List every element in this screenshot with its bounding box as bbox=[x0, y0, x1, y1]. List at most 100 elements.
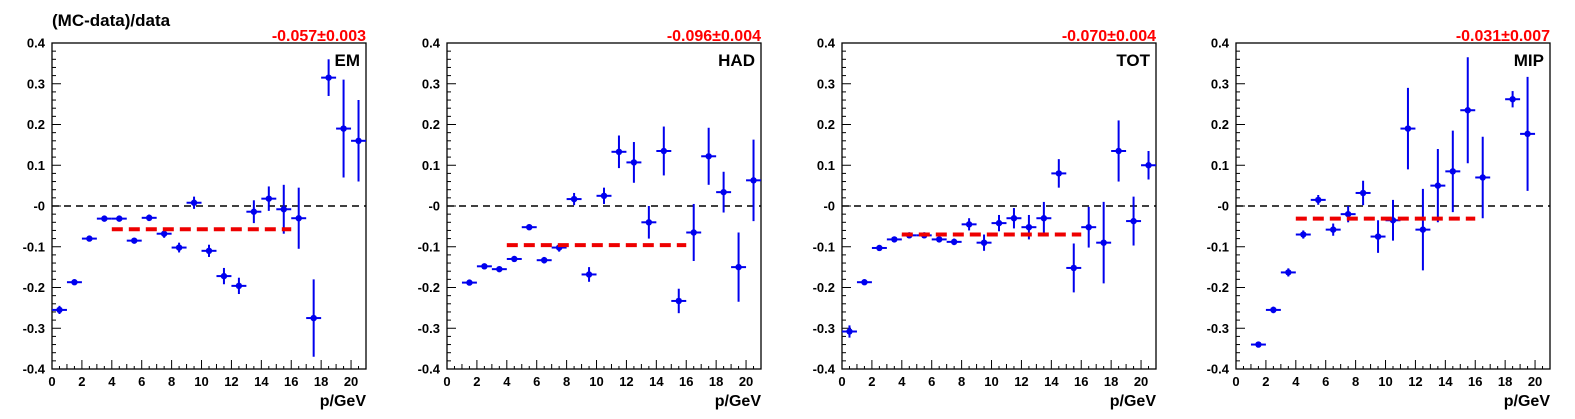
fit-result: -0.070±0.004 bbox=[1062, 28, 1156, 45]
data-point bbox=[976, 234, 992, 251]
data-point bbox=[671, 288, 687, 314]
marker bbox=[295, 215, 302, 222]
marker bbox=[630, 159, 638, 166]
x-tick-label: 12 bbox=[1014, 374, 1028, 389]
x-tick-label: 14 bbox=[254, 374, 269, 389]
x-tick-label: 14 bbox=[1438, 374, 1453, 389]
marker bbox=[1100, 239, 1107, 246]
data-point bbox=[566, 192, 582, 206]
data-point bbox=[1126, 196, 1142, 246]
marker bbox=[1070, 264, 1077, 272]
marker bbox=[265, 195, 273, 202]
marker bbox=[950, 238, 958, 246]
y-tick-label: 0.3 bbox=[422, 76, 440, 91]
y-tick-label: -0 bbox=[1217, 199, 1229, 214]
marker bbox=[340, 125, 347, 132]
data-point bbox=[1355, 180, 1371, 206]
marker bbox=[1085, 223, 1092, 231]
x-tick-label: 4 bbox=[108, 374, 116, 389]
y-tick-label: -0.1 bbox=[418, 239, 440, 254]
x-tick-label: 20 bbox=[1528, 374, 1542, 389]
y-tick-label: 0.2 bbox=[422, 117, 440, 132]
x-tick-label: 2 bbox=[78, 374, 85, 389]
marker bbox=[1449, 168, 1457, 175]
marker bbox=[205, 247, 213, 255]
data-point bbox=[111, 215, 127, 222]
y-tick-label: 0.4 bbox=[422, 36, 441, 51]
data-point bbox=[991, 214, 1007, 232]
marker bbox=[190, 199, 198, 206]
y-tick-label: 0.2 bbox=[817, 117, 835, 132]
marker bbox=[705, 153, 712, 160]
marker bbox=[1255, 341, 1262, 348]
data-point bbox=[1325, 223, 1341, 236]
marker bbox=[310, 314, 317, 322]
data-point bbox=[1295, 230, 1311, 239]
y-tick-label: -0.4 bbox=[1207, 362, 1230, 377]
data-point bbox=[291, 187, 307, 249]
marker bbox=[1329, 226, 1337, 233]
marker bbox=[1374, 233, 1382, 240]
data-point bbox=[246, 200, 262, 224]
x-tick-label: 8 bbox=[1352, 374, 1359, 389]
x-tick-label: 18 bbox=[314, 374, 328, 389]
marker bbox=[1025, 223, 1033, 231]
x-tick-label: 6 bbox=[1322, 374, 1329, 389]
x-tick-label: 14 bbox=[1044, 374, 1059, 389]
y-axis-title: (MC-data)/data bbox=[52, 11, 171, 30]
marker bbox=[175, 244, 183, 251]
data-point bbox=[946, 238, 962, 246]
data-point bbox=[231, 277, 247, 295]
marker bbox=[145, 214, 153, 222]
y-tick-label: 0.4 bbox=[27, 36, 46, 51]
marker bbox=[980, 239, 988, 246]
marker bbox=[615, 148, 623, 156]
x-tick-label: 0 bbox=[838, 374, 845, 389]
x-tick-label: 10 bbox=[984, 374, 998, 389]
marker bbox=[325, 74, 332, 81]
data-point bbox=[96, 215, 112, 222]
data-point bbox=[886, 236, 902, 243]
marker bbox=[876, 244, 883, 252]
x-tick-label: 8 bbox=[958, 374, 965, 389]
data-point bbox=[1415, 188, 1431, 271]
x-tick-label: 14 bbox=[649, 374, 664, 389]
data-point bbox=[1006, 208, 1022, 229]
data-point bbox=[491, 265, 507, 273]
y-tick-label: -0.2 bbox=[418, 280, 440, 295]
y-tick-label: 0.3 bbox=[1211, 76, 1229, 91]
panel-label: TOT bbox=[1116, 51, 1150, 70]
data-point bbox=[1400, 87, 1416, 170]
marker bbox=[56, 306, 63, 314]
marker bbox=[720, 188, 727, 196]
y-tick-label: -0 bbox=[428, 199, 440, 214]
data-point bbox=[731, 232, 747, 302]
data-point bbox=[261, 186, 277, 211]
x-tick-label: 4 bbox=[503, 374, 511, 389]
y-tick-label: -0.4 bbox=[418, 362, 441, 377]
panel-had: 0 2 4 6 8 10 12 14 16 18 20 -0.4 -0.3 -0.2 -0.1 -0 0.1 0.… bbox=[418, 28, 762, 410]
y-tick-label: -0.4 bbox=[813, 362, 836, 377]
marker bbox=[735, 263, 742, 271]
marker bbox=[280, 206, 287, 213]
data-point bbox=[1250, 341, 1266, 348]
data-point bbox=[81, 235, 97, 242]
data-point bbox=[306, 279, 322, 357]
data-point bbox=[521, 223, 537, 231]
y-tick-label: 0.1 bbox=[27, 158, 45, 173]
panel-label: HAD bbox=[718, 51, 755, 70]
marker bbox=[690, 229, 697, 236]
marker bbox=[846, 328, 853, 335]
x-axis-title: p/GeV bbox=[1504, 393, 1551, 410]
x-tick-label: 4 bbox=[1292, 374, 1300, 389]
y-tick-label: 0.1 bbox=[817, 158, 835, 173]
data-point bbox=[351, 100, 366, 182]
marker bbox=[1359, 189, 1367, 197]
data-point bbox=[1475, 136, 1491, 219]
panel-mip: 0 2 4 6 8 10 12 14 16 18 20 -0.4 -0.3 -0.2 -0.1 -0 0.1 0.… bbox=[1207, 28, 1551, 410]
x-tick-label: 6 bbox=[928, 374, 935, 389]
x-tick-label: 16 bbox=[1468, 374, 1482, 389]
x-axis-title: p/GeV bbox=[715, 393, 762, 410]
data-point bbox=[336, 79, 352, 178]
y-tick-label: -0.3 bbox=[813, 321, 835, 336]
